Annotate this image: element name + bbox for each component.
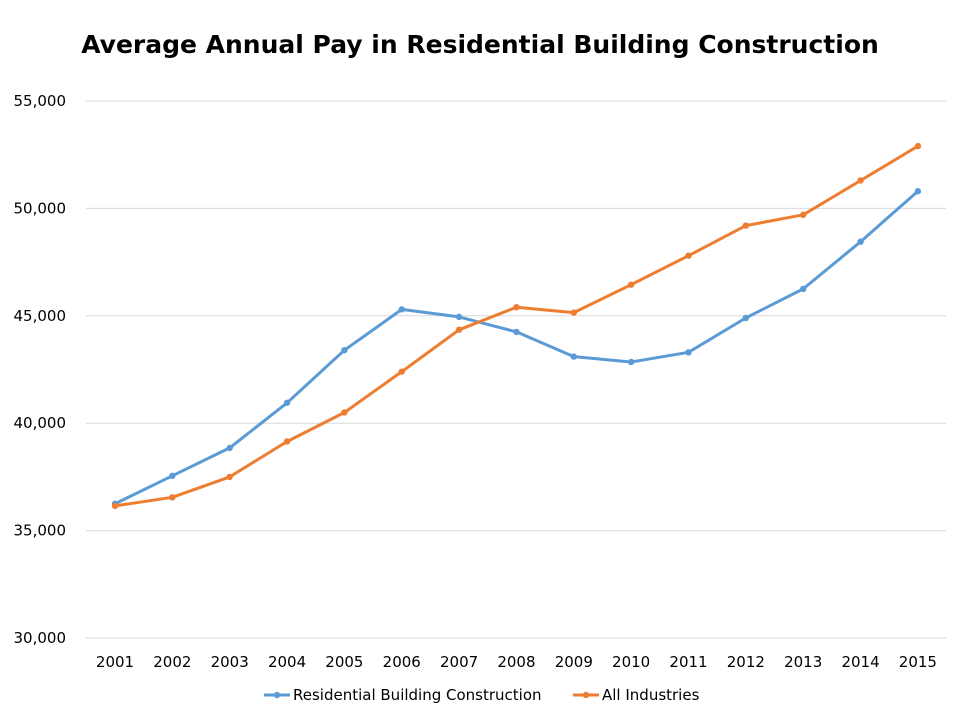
y-tick-label: 35,000: [14, 522, 67, 540]
data-point: [398, 368, 405, 375]
data-point: [455, 313, 463, 321]
data-point: [341, 409, 348, 416]
y-tick-label: 50,000: [14, 199, 67, 217]
y-tick-label: 55,000: [14, 92, 67, 110]
gridlines: [86, 100, 946, 639]
x-tick-label: 2005: [325, 653, 363, 671]
x-tick-label: 2012: [727, 653, 765, 671]
data-point: [226, 444, 233, 452]
data-point: [226, 473, 233, 481]
x-tick-label: 2006: [383, 653, 421, 671]
data-point: [627, 281, 635, 288]
x-tick-label: 2007: [440, 653, 478, 671]
x-tick-label: 2003: [211, 653, 249, 671]
data-point: [685, 252, 692, 259]
data-point: [513, 304, 520, 311]
data-point: [513, 328, 520, 336]
x-tick-label: 2015: [899, 653, 937, 671]
legend-swatch-marker: [273, 691, 281, 699]
series-line: [113, 189, 920, 506]
data-point: [914, 188, 922, 195]
data-point: [570, 353, 577, 360]
data-point: [627, 358, 635, 366]
x-axis-tick-labels: 2001 2002 2003 2004 2005 2006 2007 2008 2009 2010…: [96, 653, 937, 671]
y-tick-label: 40,000: [14, 414, 67, 432]
series-line: [113, 144, 920, 508]
x-tick-label: 2009: [555, 653, 593, 671]
x-tick-label: 2010: [612, 653, 650, 671]
data-point: [169, 494, 176, 501]
x-tick-label: 2001: [96, 653, 134, 671]
data-point: [857, 177, 864, 184]
legend-item: All Industries: [573, 686, 700, 704]
legend-swatch-marker: [582, 691, 590, 699]
data-point: [742, 314, 750, 322]
data-point: [800, 285, 807, 293]
x-tick-label: 2013: [784, 653, 822, 671]
series-1: [111, 188, 922, 507]
data-point: [455, 326, 463, 333]
data-point: [169, 472, 176, 480]
data-point: [857, 238, 864, 245]
x-tick-label: 2011: [669, 653, 707, 671]
data-point: [800, 211, 807, 219]
legend-label: All Industries: [602, 686, 700, 704]
data-point: [111, 502, 119, 510]
series-2: [111, 142, 922, 510]
series-group: [111, 142, 922, 510]
data-point: [283, 399, 291, 406]
y-axis-tick-labels: 30,000 35,000 40,000 45,000 50,000 55,000: [14, 92, 67, 647]
legend-label: Residential Building Construction: [293, 686, 542, 704]
x-tick-label: 2008: [497, 653, 535, 671]
y-tick-label: 45,000: [14, 307, 67, 325]
legend-item: Residential Building Construction: [264, 686, 542, 704]
x-tick-label: 2004: [268, 653, 306, 671]
data-point: [914, 142, 922, 150]
data-point: [341, 346, 348, 354]
data-point: [570, 309, 577, 316]
y-tick-label: 30,000: [14, 629, 67, 647]
x-tick-label: 2014: [841, 653, 879, 671]
x-tick-label: 2002: [153, 653, 191, 671]
chart-title: Average Annual Pay in Residential Buildi…: [81, 30, 879, 59]
data-point: [742, 222, 750, 229]
data-point: [283, 438, 291, 445]
data-point: [685, 349, 692, 356]
data-point: [398, 306, 405, 313]
legend: Residential Building Construction All Ind…: [264, 686, 700, 704]
